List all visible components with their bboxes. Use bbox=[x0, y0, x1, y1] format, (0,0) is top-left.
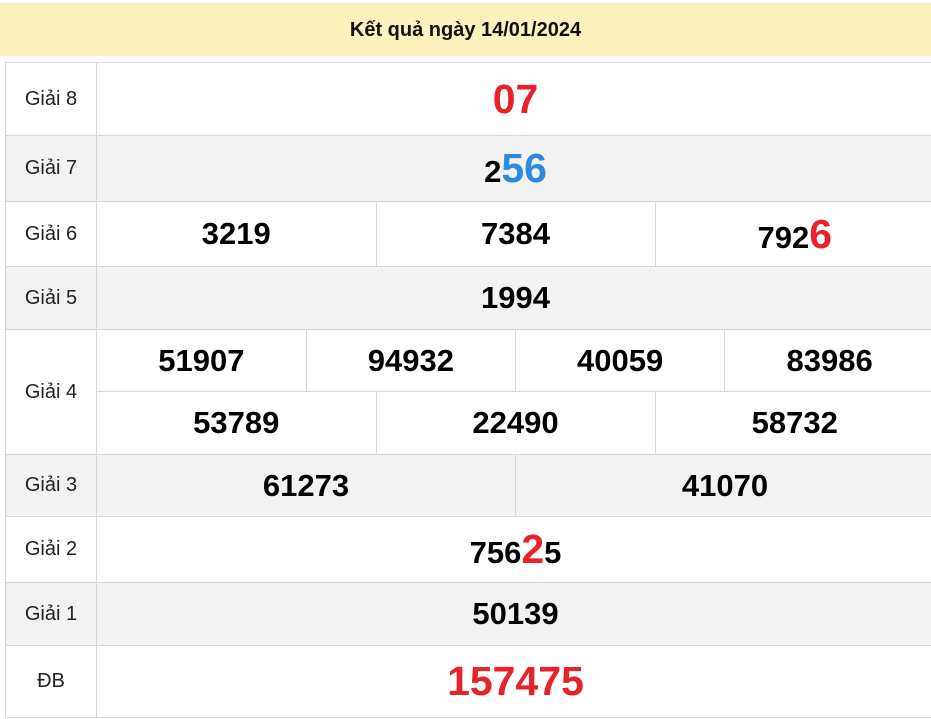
results-date-header: Kết quả ngày 14/01/2024 bbox=[0, 3, 931, 56]
results-table: Giải 8 07 Giải 7 256 Giải 6 3219 7384 79… bbox=[5, 62, 931, 718]
prize-row-8: Giải 8 07 bbox=[5, 62, 931, 136]
prize-number: 94932 bbox=[305, 330, 516, 391]
prize-number: 58732 bbox=[654, 391, 931, 454]
prize-row-4: Giải 4 51907 94932 40059 83986 53789 224… bbox=[5, 329, 931, 455]
prize-number: 7384 bbox=[375, 202, 655, 266]
prize-label: Giải 2 bbox=[5, 516, 97, 583]
prize-number: 61273 bbox=[97, 455, 516, 516]
prize-row-7: Giải 7 256 bbox=[5, 135, 931, 202]
prize-number: 3219 bbox=[201, 216, 271, 251]
prize-number: 83986 bbox=[724, 330, 931, 391]
prize-label: Giải 7 bbox=[5, 135, 97, 202]
prize-number: 75625 bbox=[96, 516, 931, 583]
prize-number: 157475 bbox=[96, 645, 931, 718]
prize-row-3: Giải 3 61273 41070 bbox=[5, 454, 931, 517]
prize-label: Giải 3 bbox=[5, 454, 97, 517]
prize-number: 22490 bbox=[375, 391, 655, 454]
prize-number: 7926 bbox=[654, 202, 931, 266]
prize-row-6: Giải 6 3219 7384 7926 bbox=[5, 201, 931, 267]
prize-label: ĐB bbox=[5, 645, 97, 718]
prize-number: 50139 bbox=[96, 582, 931, 646]
prize-number: 07 bbox=[96, 62, 931, 136]
prize-number: 51907 bbox=[158, 342, 245, 378]
header-title: Kết quả ngày 14/01/2024 bbox=[349, 18, 582, 41]
prize-label: Giải 6 bbox=[5, 201, 97, 267]
prize-row-special: ĐB 157475 bbox=[5, 645, 931, 718]
prize-number: 1994 bbox=[96, 266, 931, 330]
prize-number: 53789 bbox=[193, 405, 280, 440]
prize-label: Giải 1 bbox=[5, 582, 97, 646]
prize-row-2: Giải 2 75625 bbox=[5, 516, 931, 583]
prize-number: 40059 bbox=[514, 330, 725, 391]
prize-row-5: Giải 5 1994 bbox=[5, 266, 931, 330]
prize-number: 41070 bbox=[515, 455, 931, 516]
prize-number: 256 bbox=[96, 135, 931, 202]
prize-row-1: Giải 1 50139 bbox=[5, 582, 931, 646]
prize-label: Giải 5 bbox=[5, 266, 97, 330]
prize-label: Giải 8 bbox=[5, 62, 97, 136]
prize-label: Giải 4 bbox=[5, 329, 97, 455]
